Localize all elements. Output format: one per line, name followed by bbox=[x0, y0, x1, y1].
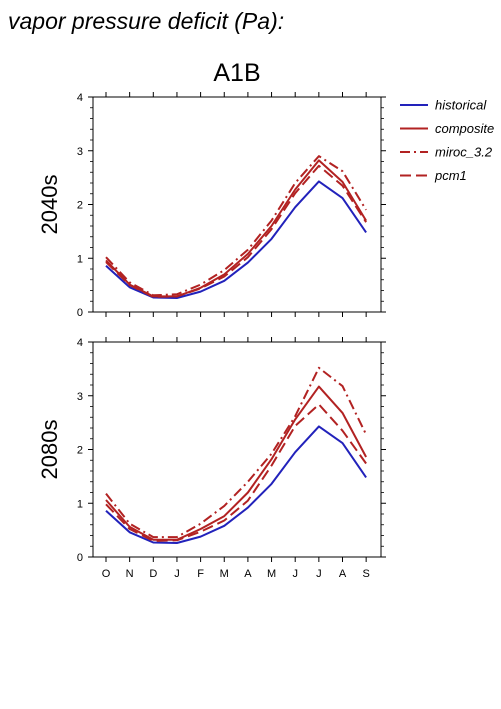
x-tick-label: J bbox=[316, 568, 322, 580]
series-line-composite bbox=[105, 385, 367, 541]
x-tick-label: M bbox=[220, 568, 229, 580]
x-tick-label: S bbox=[362, 568, 369, 580]
y-tick-label: 2 bbox=[77, 445, 83, 457]
x-tick-label: A bbox=[339, 568, 347, 580]
series-line-pcm1 bbox=[105, 164, 367, 298]
legend-label-miroc_3.2: miroc_3.2 bbox=[435, 145, 493, 160]
series-line-miroc_3.2 bbox=[105, 155, 367, 297]
chart-legend: historical composite miroc_3.2 pcm1 bbox=[400, 98, 494, 183]
row-label-2040s: 2040s bbox=[37, 175, 62, 235]
chart-panels: 0 1 2 3 4 2040s 0 1 2 3 4 O N D J F M A M J J A S 2080s bbox=[37, 92, 386, 580]
y-tick-label: 2 bbox=[77, 200, 83, 212]
series-line-historical bbox=[105, 425, 367, 544]
plot-frame bbox=[92, 96, 382, 313]
y-tick-label: 1 bbox=[77, 498, 83, 510]
x-tick-label: J bbox=[174, 568, 180, 580]
plot-frame bbox=[92, 341, 382, 558]
x-tick-label: D bbox=[149, 568, 157, 580]
y-tick-label: 3 bbox=[77, 146, 83, 158]
y-tick-label: 0 bbox=[77, 552, 83, 564]
row-label-2080s: 2080s bbox=[37, 420, 62, 480]
x-tick-label: M bbox=[267, 568, 276, 580]
y-tick-label: 4 bbox=[77, 92, 83, 104]
y-tick-label: 0 bbox=[77, 307, 83, 319]
legend-label-historical: historical bbox=[435, 98, 487, 113]
series-line-historical bbox=[105, 180, 367, 299]
legend-label-pcm1: pcm1 bbox=[434, 168, 467, 183]
x-tick-label: A bbox=[244, 568, 252, 580]
x-tick-label: F bbox=[197, 568, 204, 580]
panel-2080s: 0 1 2 3 4 O N D J F M A M J J A S 2080s bbox=[37, 337, 386, 580]
legend-label-composite: composite bbox=[435, 121, 494, 136]
panel-2040s: 0 1 2 3 4 2040s bbox=[37, 92, 386, 319]
series-line-pcm1 bbox=[105, 403, 367, 542]
chart-title: A1B bbox=[213, 59, 260, 87]
y-tick-label: 3 bbox=[77, 391, 83, 403]
y-tick-label: 1 bbox=[77, 253, 83, 265]
x-tick-label: O bbox=[102, 568, 111, 580]
y-tick-label: 4 bbox=[77, 337, 83, 349]
x-tick-label: N bbox=[126, 568, 134, 580]
figure-title: vapor pressure deficit (Pa): bbox=[8, 8, 285, 34]
x-tick-label: J bbox=[292, 568, 298, 580]
series-line-miroc_3.2 bbox=[105, 366, 367, 539]
series-line-composite bbox=[105, 159, 367, 298]
